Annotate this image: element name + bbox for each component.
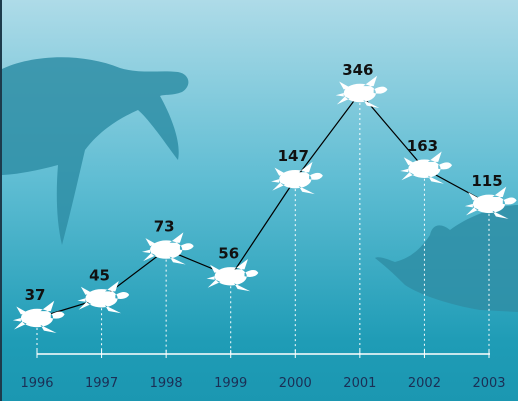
x-tick-label: 1998 [150,376,183,391]
value-label: 73 [154,218,175,236]
value-label: 56 [218,244,239,262]
value-label: 115 [471,172,502,190]
x-tick-label: 2003 [472,376,505,391]
left-border [0,0,2,401]
x-tick-label: 2001 [343,376,376,391]
value-label: 346 [342,61,373,79]
x-tick-label: 1996 [20,376,53,391]
page: 1996 1997 1998 1999 2000 2001 2002 2003 37 45 73 56… [0,0,518,401]
value-label: 37 [25,286,46,304]
x-tick-label: 2002 [408,376,441,391]
x-tick-label: 1997 [85,376,118,391]
x-tick-label: 1999 [214,376,247,391]
value-label: 163 [407,137,438,155]
x-tick-label: 2000 [279,376,312,391]
value-label: 45 [89,266,110,284]
chart: 1996 1997 1998 1999 2000 2001 2002 2003 37 45 73 56… [0,0,518,401]
value-label: 147 [278,147,309,165]
